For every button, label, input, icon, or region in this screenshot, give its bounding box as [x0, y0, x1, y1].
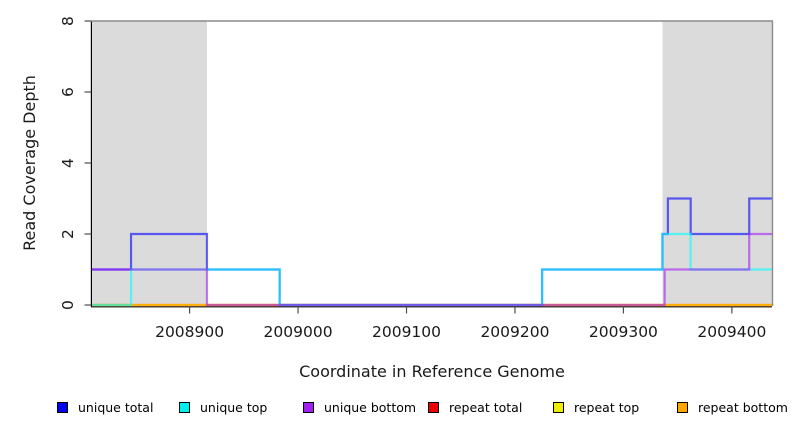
y-tick-label: 6	[59, 87, 77, 97]
y-axis-title: Read Coverage Depth	[20, 75, 39, 251]
series-line-unique-bottom	[92, 232, 772, 307]
series-line-unique-top	[92, 232, 772, 307]
x-tick-label: 2009300	[589, 323, 658, 341]
y-tick-label: 4	[59, 158, 77, 168]
x-tick-label: 2009400	[697, 323, 766, 341]
shaded-region	[662, 21, 772, 305]
x-axis-title: Coordinate in Reference Genome	[299, 362, 565, 381]
y-tick-label: 0	[59, 300, 77, 310]
x-tick-label: 2009100	[372, 323, 441, 341]
x-tick-label: 2008900	[155, 323, 224, 341]
y-tick-label: 2	[59, 229, 77, 239]
shaded-region	[92, 21, 207, 305]
x-tick-label: 2009000	[264, 323, 333, 341]
x-tick-label: 2009200	[480, 323, 549, 341]
y-tick-label: 8	[59, 16, 77, 26]
